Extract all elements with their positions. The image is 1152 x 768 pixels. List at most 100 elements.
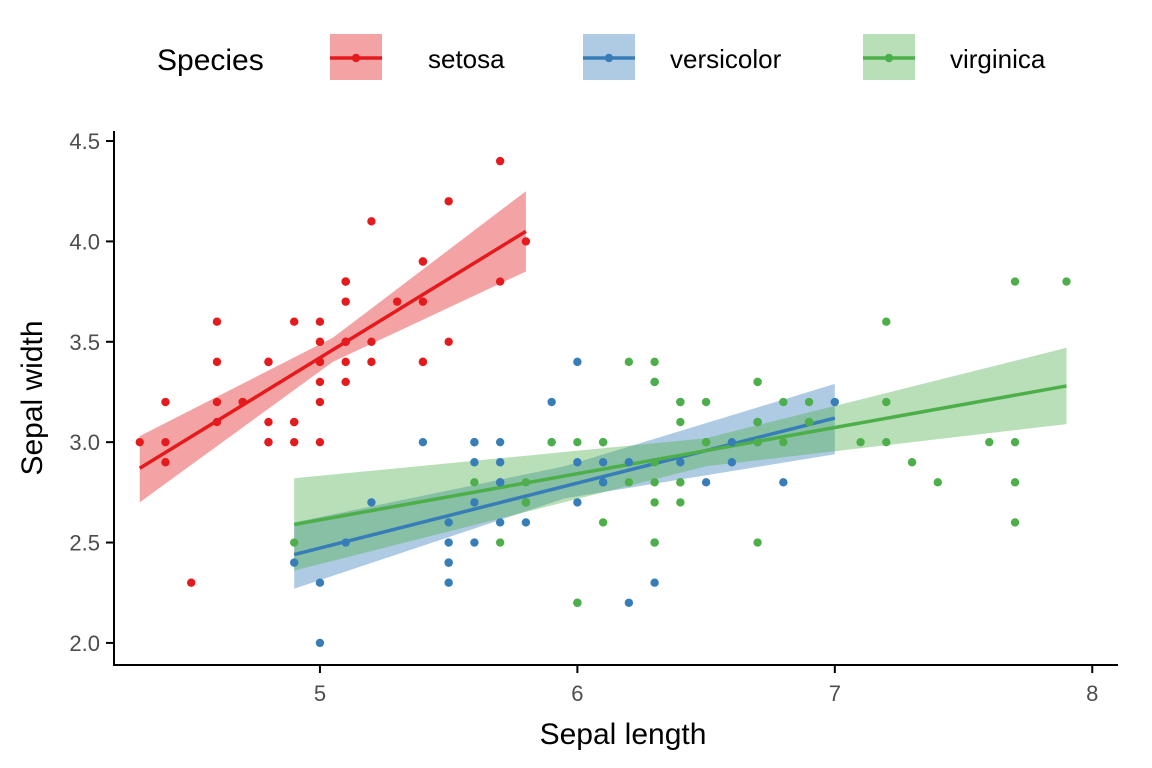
point-virginica [650,498,659,507]
point-setosa [341,337,350,346]
point-virginica [779,437,788,447]
point-versicolor [650,578,659,587]
point-versicolor [521,518,531,527]
point-virginica [753,538,762,547]
point-versicolor [444,578,453,587]
y-tick-label: 3.0 [69,430,100,455]
point-virginica [1010,518,1020,527]
point-virginica [495,538,505,547]
y-tick-label: 3.5 [69,330,100,355]
data-points [135,156,1071,648]
point-versicolor [315,578,325,587]
point-virginica [650,357,659,367]
point-virginica [290,538,299,547]
legend: Species setosa versicolor virginica [157,34,1046,80]
point-virginica [624,478,634,487]
point-virginica [882,437,891,447]
point-setosa [495,277,505,286]
point-virginica [470,478,479,487]
point-setosa [290,437,299,447]
point-setosa [290,417,299,427]
point-setosa [161,458,170,467]
point-virginica [804,417,814,427]
point-setosa [315,317,325,326]
point-virginica [701,437,711,447]
point-setosa [444,337,453,346]
point-virginica [650,538,659,547]
point-virginica [547,437,556,447]
point-setosa [290,317,299,326]
point-virginica [650,478,659,487]
axes: 5 6 7 8 2.0 2.5 3.0 3.5 4.0 4.5 [69,129,1118,706]
point-versicolor [598,478,608,487]
point-virginica [676,478,685,487]
point-virginica [985,437,994,447]
point-setosa [367,357,376,367]
point-virginica [650,377,659,387]
legend-item-versicolor: versicolor [583,34,782,80]
point-versicolor [573,498,582,507]
point-virginica [573,598,582,607]
point-setosa [315,337,325,346]
point-setosa [238,397,247,407]
point-setosa [315,357,325,367]
point-virginica [521,498,531,507]
point-versicolor [444,558,453,567]
point-virginica [676,498,685,507]
legend-key-point [604,53,614,63]
point-setosa [264,417,273,427]
x-ticks: 5 6 7 8 [314,665,1098,706]
point-versicolor [727,437,737,447]
point-virginica [933,478,942,487]
confidence-bands [139,191,1067,589]
point-virginica [779,397,788,407]
point-virginica [856,437,865,447]
point-versicolor [418,437,428,447]
point-virginica [882,397,891,407]
point-virginica [573,437,582,447]
point-versicolor [470,498,479,507]
point-virginica [753,377,762,387]
band-setosa [139,191,526,503]
point-virginica [907,458,917,467]
point-virginica [882,317,891,326]
legend-title: Species [157,44,264,77]
point-versicolor [495,437,505,447]
point-setosa [135,437,144,447]
y-ticks: 2.0 2.5 3.0 3.5 4.0 4.5 [69,129,114,656]
point-versicolor [701,478,711,487]
point-versicolor [341,538,350,547]
point-setosa [161,437,170,447]
point-versicolor [444,538,453,547]
point-setosa [212,357,222,367]
point-versicolor [598,458,608,467]
point-virginica [676,397,685,407]
point-virginica [676,417,685,427]
point-versicolor [573,458,582,467]
point-versicolor [495,478,505,487]
x-tick-label: 5 [314,681,326,706]
point-setosa [212,317,222,326]
x-tick-label: 6 [571,681,583,706]
point-versicolor [495,518,505,527]
legend-label: versicolor [670,44,782,74]
point-setosa [341,277,350,286]
point-virginica [1062,277,1071,286]
point-versicolor [547,397,556,407]
point-setosa [495,156,505,166]
point-versicolor [470,458,479,467]
point-setosa [367,337,376,346]
point-versicolor [367,498,376,507]
point-setosa [444,197,453,206]
point-virginica [650,458,659,467]
point-setosa [521,237,531,246]
point-versicolor [444,518,453,527]
point-setosa [264,437,273,447]
point-virginica [521,478,531,487]
point-virginica [598,518,608,527]
point-versicolor [470,437,479,447]
point-setosa [315,397,325,407]
point-setosa [315,377,325,387]
x-tick-label: 7 [829,681,841,706]
point-virginica [1010,478,1020,487]
